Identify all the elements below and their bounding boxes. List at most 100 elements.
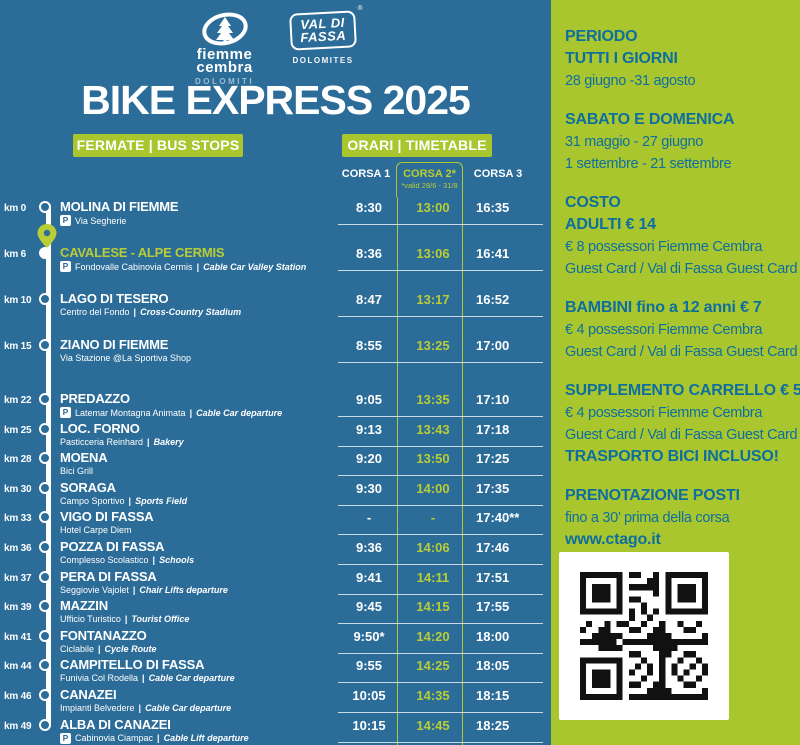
corsa2-column-right-divider [461,197,463,745]
km-label: km 41 [4,631,32,643]
stop-row: km 37 PERA DI FASSA P Seggiovie Vajolet … [0,567,551,597]
stop-description-it: Cabinovia Ciampac [75,733,154,744]
stop-description-en: Cable Lift departure [163,733,249,744]
stop-row: km 39 MAZZIN P Ufficio Turistico | Touri… [0,596,551,626]
info-line: SABATO E DOMENICA [565,111,735,128]
info-line: Guest Card / Val di Fassa Guest Card [565,261,798,277]
km-label: km 6 [4,249,26,260]
val-di-fassa-box: VAL DI FASSA ® [289,5,363,51]
info-section: COSTO ADULTI € 14 € 8 possessori Fiemme Ce… [565,192,798,280]
time-corsa2: 14:11 [416,569,450,585]
time-corsa1: 9:36 [355,539,383,555]
stop-marker-icon [39,481,51,494]
time-corsa3: 18:25 [476,717,510,733]
stop-info: PREDAZZO P Latemar Montagna Animata | Ca… [60,392,338,419]
stop-info: FONTANAZZO P Ciclabile | Cycle Route [60,628,338,656]
time-corsa3: 17:55 [476,599,510,615]
km-label: km 22 [4,395,32,406]
time-corsa3: 17:25 [476,451,510,467]
stop-info: ZIANO DI FIEMME P Via Stazione @La Sport… [60,338,338,381]
route-node [36,688,60,715]
stop-times: 9:30 14:00 17:35 [338,481,543,506]
info-line: COSTO [565,194,621,211]
stop-times: 8:47 13:17 16:52 [338,292,543,317]
time-corsa2: 13:25 [416,338,450,353]
stop-info: PERA DI FASSA P Seggiovie Vajolet | Chai… [60,569,338,597]
stop-description-it: Campo Sportivo [60,495,125,506]
km-label: km 30 [4,483,32,495]
stop-description: P Cabinovia Ciampac | Cable Lift departu… [60,732,338,744]
column-header-corsa2: CORSA 2* [403,168,456,180]
stop-row: km 33 VIGO DI FASSA P Hotel Carpe Diem |… [0,507,551,537]
stop-row: km 0 MOLINA DI FIEMME P Via Segherie | 8… [0,197,551,243]
stop-name: MOENA [60,450,108,466]
route-node [36,540,60,567]
stop-row: km 28 MOENA P Bici Grill | 9:20 13:50 17… [0,448,551,478]
stop-name: POZZA DI FASSA [60,538,165,554]
stop-description-it: Latemar Montagna Animata [75,407,186,418]
info-line: TRASPORTO BICI INCLUSO! [565,448,779,465]
km-label: km 44 [4,661,32,673]
info-line: Guest Card / Val di Fassa Guest Card [565,344,798,360]
stop-description-it: Funivia Col Rodella [60,673,139,684]
stop-description: P Centro del Fondo | Cross-Country Stadi… [60,307,338,317]
column-header-corsa1: CORSA 1 [341,168,391,180]
time-corsa3: 18:00 [476,628,510,644]
km-label: km 49 [4,720,32,732]
description-separator: | [152,554,156,565]
route-line [45,207,51,725]
stop-marker-icon [39,201,51,213]
stop-description-it: Centro del Fondo [60,307,130,317]
parking-icon: P [60,261,71,272]
stop-times: 10:05 14:35 18:15 [338,688,543,713]
stop-description: P Ufficio Turistico | Tourist Office [60,614,338,624]
info-line: 28 giugno -31 agosto [565,73,696,89]
time-corsa1: 8:55 [355,338,383,353]
description-separator: | [147,436,150,447]
route-node [36,570,60,597]
stop-description-en: Schools [159,554,195,565]
stop-times: 8:36 13:06 16:41 [338,246,543,271]
stop-name: ALBA DI CANAZEI [60,716,171,732]
stop-info: POZZA DI FASSA P Complesso Scolastico | … [60,538,338,567]
time-corsa1: 10:05 [352,687,386,703]
stop-row: km 25 LOC. FORNO P Pasticceria Reinhard … [0,419,551,449]
info-section: SUPPLEMENTO CARRELLO € 5 € 4 possessori F… [565,380,800,468]
description-separator: | [124,614,128,625]
km-label: km 10 [4,295,32,306]
info-line: € 8 possessori Fiemme Cembra [565,239,763,255]
stop-description-it: Ufficio Turistico [60,614,121,625]
stop-description-en: Chair Lifts departure [139,584,228,595]
parking-icon: P [60,732,71,744]
route-node [36,224,60,289]
time-corsa1: 8:36 [355,246,383,261]
time-corsa2: - [430,510,436,526]
info-line: PERIODO [565,28,638,45]
qr-code-pattern [580,572,708,700]
stop-name: ZIANO DI FIEMME [60,337,169,352]
stop-description-it: Via Segherie [75,215,127,226]
stop-marker-icon [39,540,51,553]
stop-times: 9:50* 14:20 18:00 [338,629,543,654]
stop-marker-icon [39,339,51,351]
stop-description-it: Seggiovie Vajolet [60,584,129,595]
parking-icon: P [60,215,71,226]
info-section: BAMBINI fino a 12 anni € 7 € 4 possessori… [565,297,798,363]
description-separator: | [138,702,142,713]
time-corsa3: 16:41 [476,246,510,261]
stop-description-en: Sports Field [135,495,188,506]
stop-description-en: Cycle Route [104,643,157,654]
stop-description: P Funivia Col Rodella | Cable Car depart… [60,673,338,683]
info-line: € 4 possessori Fiemme Cembra [565,322,763,338]
stop-times: 9:13 13:43 17:18 [338,422,543,447]
time-corsa3: 16:35 [476,200,510,215]
stop-row: km 22 PREDAZZO P Latemar Montagna Animat… [0,389,551,419]
time-corsa3: 17:35 [476,480,510,496]
time-corsa2: 14:00 [416,480,450,496]
stop-row: km 30 SORAGA P Campo Sportivo | Sports F… [0,478,551,508]
website-link[interactable]: www.ctago.it [565,531,661,548]
map-pin-icon [37,224,57,253]
route-node [36,599,60,626]
time-corsa3: 16:52 [476,292,510,307]
stop-row: km 6 CAVALESE - ALPE CERMIS P Fondovalle… [0,224,551,289]
